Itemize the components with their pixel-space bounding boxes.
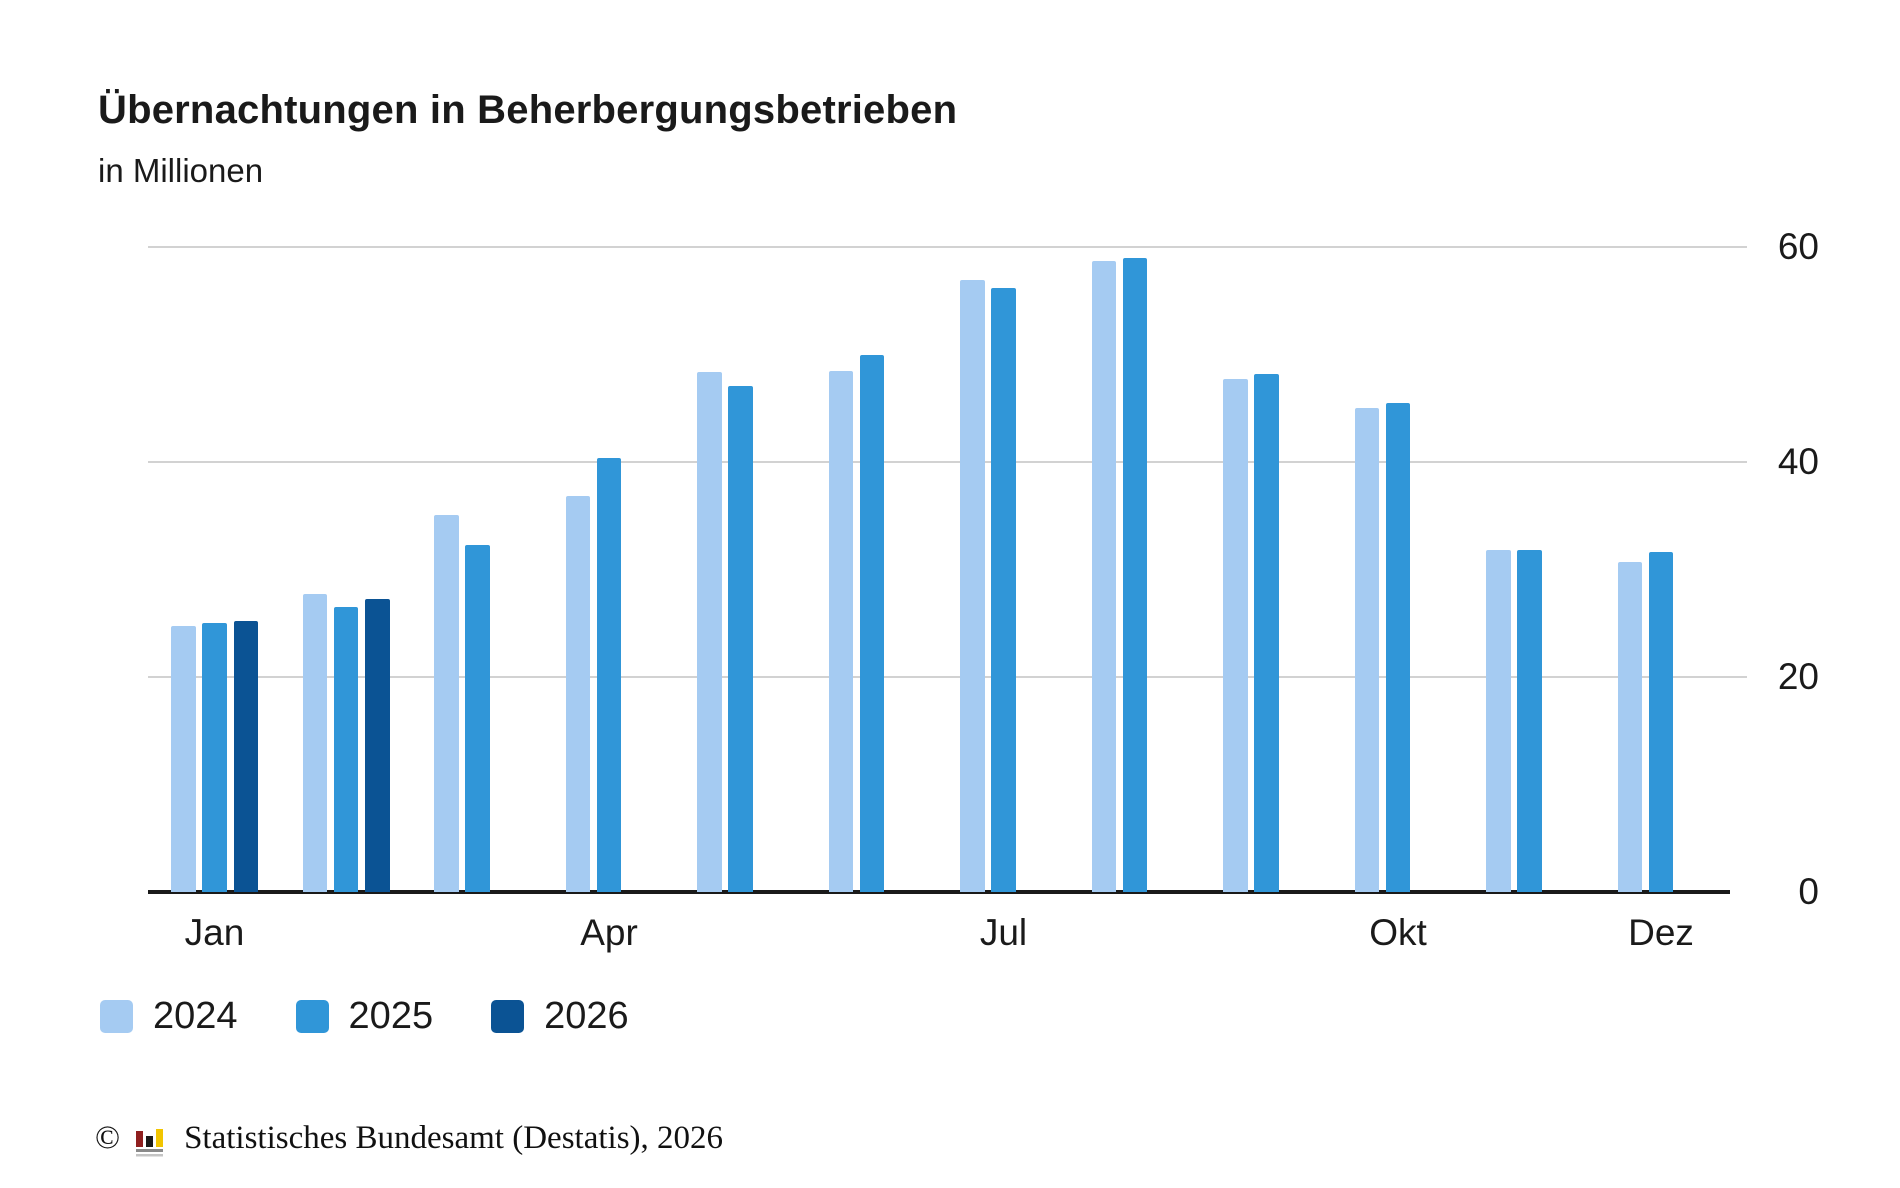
bar-2026-feb[interactable] [365, 598, 390, 892]
x-tick-label-jul: Jul [979, 912, 1028, 953]
bar-2024-jan[interactable] [171, 626, 196, 892]
legend-swatch-2024 [100, 1000, 133, 1033]
legend-swatch-2026 [491, 1000, 525, 1033]
legend-item-2026[interactable]: 2026 [491, 995, 629, 1038]
x-tick-label-jan: Jan [184, 912, 245, 953]
plot-area [148, 200, 1747, 894]
bar-2025-nov[interactable] [1517, 550, 1542, 892]
legend-label-2024: 2024 [153, 995, 238, 1037]
chart-title: Übernachtungen in Beherbergungsbetrieben [98, 88, 958, 132]
legend-item-2025[interactable]: 2025 [295, 995, 434, 1038]
bar-2025-mai[interactable] [728, 385, 753, 892]
bar-2025-apr[interactable] [596, 457, 622, 892]
bar-2026-jan[interactable] [233, 621, 259, 892]
bar-2025-mär[interactable] [465, 544, 490, 892]
copyright-symbol: © [95, 1120, 121, 1156]
x-tick-label-dez: Dez [1628, 912, 1694, 953]
bar-2024-dez[interactable] [1617, 561, 1642, 892]
source-text: Statistisches Bundesamt (Destatis), 2026 [184, 1120, 724, 1156]
bar-2024-sep[interactable] [1223, 379, 1248, 892]
legend-label-2025: 2025 [348, 995, 434, 1037]
legend: 2024 2025 2026 [100, 995, 629, 1038]
bar-2024-jul[interactable] [960, 280, 985, 892]
bar-2024-nov[interactable] [1486, 550, 1511, 892]
bar-2025-dez[interactable] [1648, 552, 1674, 892]
bar-2024-feb[interactable] [302, 594, 327, 892]
x-tick-label-apr: Apr [580, 912, 638, 953]
gridline-20 [148, 676, 1747, 678]
bar-2024-jun[interactable] [828, 370, 853, 892]
bar-2025-jan[interactable] [202, 623, 227, 892]
bar-2025-okt[interactable] [1385, 402, 1411, 892]
legend-swatch-2025 [295, 1000, 329, 1033]
legend-label-2026: 2026 [544, 995, 629, 1037]
bar-2025-sep[interactable] [1254, 373, 1279, 892]
legend-item-2024[interactable]: 2024 [100, 995, 238, 1038]
chart-subtitle: in Millionen [98, 152, 264, 189]
bar-2025-jun[interactable] [859, 354, 885, 892]
y-tick-label-0: 0 [1798, 871, 1819, 912]
bar-2025-feb[interactable] [333, 607, 359, 892]
y-axis-labels: 0 20 40 60 [1763, 200, 1819, 912]
bar-2025-jul[interactable] [991, 287, 1016, 892]
x-axis-line [148, 890, 1730, 894]
bar-2024-aug[interactable] [1091, 260, 1116, 892]
bar-2024-okt[interactable] [1354, 408, 1379, 892]
y-tick-label-20: 20 [1777, 656, 1819, 697]
x-tick-label-okt: Okt [1369, 912, 1427, 953]
bar-2024-mai[interactable] [697, 371, 722, 892]
gridline-60 [148, 246, 1747, 248]
gridline-40 [148, 461, 1747, 463]
bar-2024-apr[interactable] [565, 496, 590, 892]
bar-2025-aug[interactable] [1122, 257, 1148, 892]
destatis-logo-icon [136, 1128, 164, 1156]
x-axis-labels: Jan Apr Jul Okt Dez [148, 912, 1747, 960]
y-tick-label-40: 40 [1777, 441, 1819, 482]
y-tick-label-60: 60 [1777, 226, 1819, 267]
bar-2024-mär[interactable] [434, 514, 459, 892]
source-line: © Statistisches Bundesamt (Destatis), 20… [95, 1120, 723, 1157]
